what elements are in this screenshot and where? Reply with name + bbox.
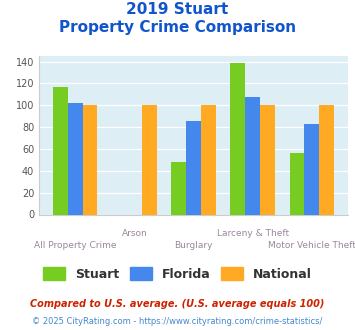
Bar [230,63,245,214]
Bar [171,162,186,214]
Text: © 2025 CityRating.com - https://www.cityrating.com/crime-statistics/: © 2025 CityRating.com - https://www.city… [32,317,323,326]
Bar [304,124,319,214]
Bar [245,96,260,214]
Text: 2019 Stuart: 2019 Stuart [126,2,229,16]
Text: Property Crime Comparison: Property Crime Comparison [59,20,296,35]
Bar [290,153,304,214]
Bar [83,105,97,214]
Bar [142,105,157,214]
Text: Compared to U.S. average. (U.S. average equals 100): Compared to U.S. average. (U.S. average … [30,299,325,309]
Text: Motor Vehicle Theft: Motor Vehicle Theft [268,241,355,250]
Bar [186,120,201,214]
Bar [319,105,334,214]
Bar [201,105,215,214]
Text: Larceny & Theft: Larceny & Theft [217,229,289,238]
Bar [260,105,275,214]
Legend: Stuart, Florida, National: Stuart, Florida, National [38,262,317,286]
Bar [53,87,68,214]
Text: All Property Crime: All Property Crime [34,241,116,250]
Bar [68,103,83,214]
Text: Burglary: Burglary [174,241,213,250]
Text: Arson: Arson [121,229,147,238]
